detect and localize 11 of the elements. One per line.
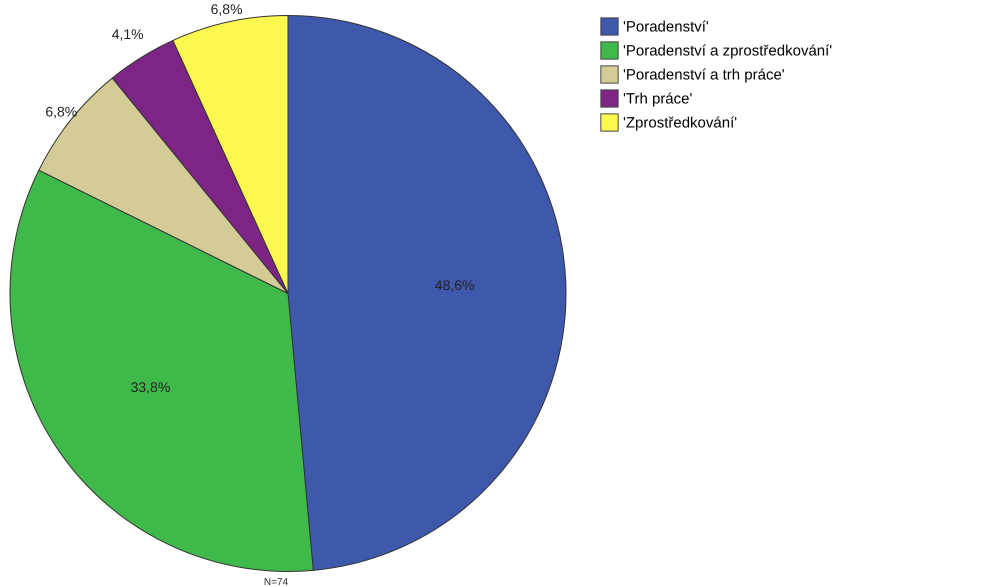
data-label: 6,8% [210,1,243,18]
legend-label: 'Zprostředkování' [623,114,738,132]
data-label: 6,8% [45,104,78,120]
legend-label: 'Poradenství a zprostředkování' [623,42,832,60]
data-label: 48,6% [434,276,474,293]
legend-label: 'Poradenství a trh práce' [623,66,785,84]
text: N=74 [264,577,289,587]
legend-label: 'Poradenství' [623,18,709,36]
data-label: 4,1% [112,26,144,42]
legend-label: 'Trh práce' [623,90,692,108]
data-label: 33,8% [130,378,170,395]
